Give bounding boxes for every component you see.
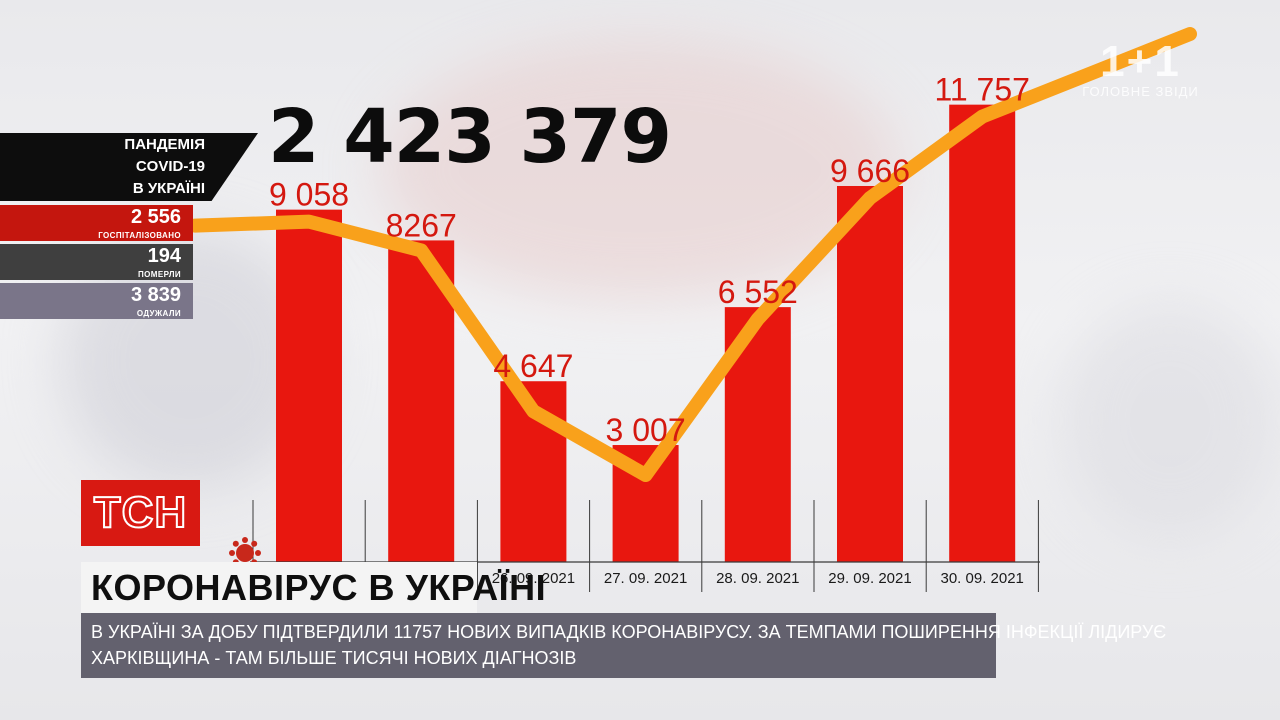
recovered-label: ОДУЖАЛИ [136,309,181,318]
category-tick-label: 29. 09. 2021 [828,570,911,587]
deaths-value: 194 [147,245,181,267]
category-tick-label: 30. 09. 2021 [940,570,1023,587]
hospitalized-value: 2 556 [130,206,181,228]
channel-logo-slogan: ГОЛОВНЕ ЗВІДИ [1082,84,1199,99]
trend-line [188,27,1197,483]
channel-logo-mark: 1+1 [1100,37,1181,86]
bar-value-label: 3 007 [606,412,686,448]
panel-title: ПАНДЕМІЯ COVID-19 В УКРАЇНІ [0,133,258,201]
bar-value-label: 8267 [386,207,457,243]
virus-spike [232,540,239,547]
virus-spike [251,540,258,547]
bar [837,185,903,562]
virus-spike [255,550,261,556]
panel-title-line: В УКРАЇНІ [132,180,205,197]
ticker-line: В УКРАЇНІ ЗА ДОБУ ПІДТВЕРДИЛИ 11757 НОВИ… [91,622,1167,642]
tsn-logo: ТСН [81,480,200,546]
background-blob [1060,300,1280,540]
ticker-line: ХАРКІВЩИНА - ТАМ БІЛЬШЕ ТИСЯЧІ НОВИХ ДІА… [91,648,577,668]
deaths-stat: 194 ПОМЕРЛИ [0,244,193,280]
panel-title-line: ПАНДЕМІЯ [124,136,205,153]
bar-value-label: 4 647 [493,348,573,384]
recovered-value: 3 839 [130,284,181,306]
hospitalized-stat: 2 556 ГОСПІТАЛІЗОВАНО [0,205,193,241]
tsn-logo-text: ТСН [93,488,188,537]
bar-value-label: 6 552 [718,274,798,310]
headline-text: КОРОНАВІРУС В УКРАЇНІ [91,566,547,608]
panel-title-line: COVID-19 [135,158,205,175]
category-tick-label: 26. 09. 2021 [492,570,575,587]
deaths-label: ПОМЕРЛИ [138,270,181,279]
category-tick-label: 27. 09. 2021 [604,570,687,587]
bar [949,104,1016,562]
virus-spike [242,537,248,543]
channel-logo: 1+1 ГОЛОВНЕ ЗВІДИ [1078,37,1203,100]
virus-spike [229,550,235,556]
category-tick-label: 28. 09. 2021 [716,570,799,587]
news-ticker: В УКРАЇНІ ЗА ДОБУ ПІДТВЕРДИЛИ 11757 НОВИ… [81,613,1167,678]
virus-icon [236,544,254,562]
headline-bar: КОРОНАВІРУС В УКРАЇНІ [81,562,546,613]
hospitalized-label: ГОСПІТАЛІЗОВАНО [98,231,181,240]
recovered-stat: 3 839 ОДУЖАЛИ [0,283,193,319]
bar-value-label: 9 058 [269,177,349,213]
bar [276,209,342,562]
bar-value-label: 9 666 [830,153,910,189]
total-cases: 2 423 379 [268,94,672,180]
bar-value-label: 11 757 [934,72,1030,108]
